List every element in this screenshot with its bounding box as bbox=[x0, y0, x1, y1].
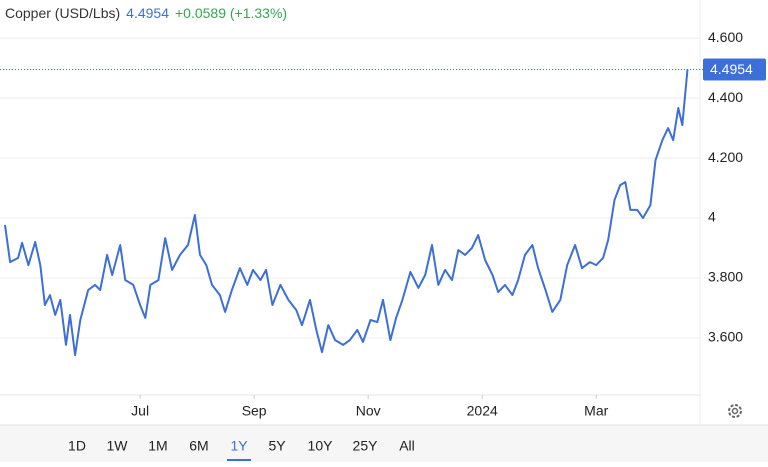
price-line bbox=[4, 69, 689, 357]
range-button[interactable]: 1W bbox=[107, 438, 129, 454]
range-button[interactable]: 25Y bbox=[353, 438, 379, 454]
last-price-label: 4.4954 bbox=[710, 61, 753, 77]
y-tick-label: 4.600 bbox=[708, 29, 743, 45]
range-button[interactable]: 5Y bbox=[268, 438, 286, 454]
range-button[interactable]: 1M bbox=[148, 438, 167, 454]
y-tick-label: 4.400 bbox=[708, 89, 743, 105]
y-tick-label: 3.800 bbox=[708, 269, 743, 285]
instrument-title: Copper (USD/Lbs) bbox=[5, 5, 120, 21]
range-button[interactable]: 6M bbox=[189, 438, 208, 454]
x-tick-label: Sep bbox=[242, 403, 267, 419]
gear-hub bbox=[731, 407, 739, 415]
range-button[interactable]: 1Y bbox=[230, 438, 248, 454]
y-tick-label: 3.600 bbox=[708, 329, 743, 345]
y-tick-label: 4 bbox=[708, 209, 716, 225]
range-button[interactable]: 1D bbox=[68, 438, 86, 454]
gear-teeth bbox=[728, 404, 742, 418]
header-price: 4.4954 bbox=[126, 5, 169, 21]
last-price-badge bbox=[703, 58, 766, 81]
header: Copper (USD/Lbs) 4.4954 +0.0589 (+1.33%) bbox=[5, 5, 287, 21]
header-change: +0.0589 (+1.33%) bbox=[175, 5, 287, 21]
x-tick-label: 2024 bbox=[467, 403, 498, 419]
x-tick-label: Mar bbox=[584, 403, 608, 419]
y-tick-label: 4.200 bbox=[708, 149, 743, 165]
x-tick-label: Jul bbox=[131, 403, 149, 419]
range-button[interactable]: All bbox=[399, 438, 415, 454]
settings-icon[interactable] bbox=[728, 404, 742, 418]
range-bar bbox=[0, 425, 768, 462]
range-button[interactable]: 10Y bbox=[308, 438, 334, 454]
x-tick-label: Nov bbox=[356, 403, 381, 419]
